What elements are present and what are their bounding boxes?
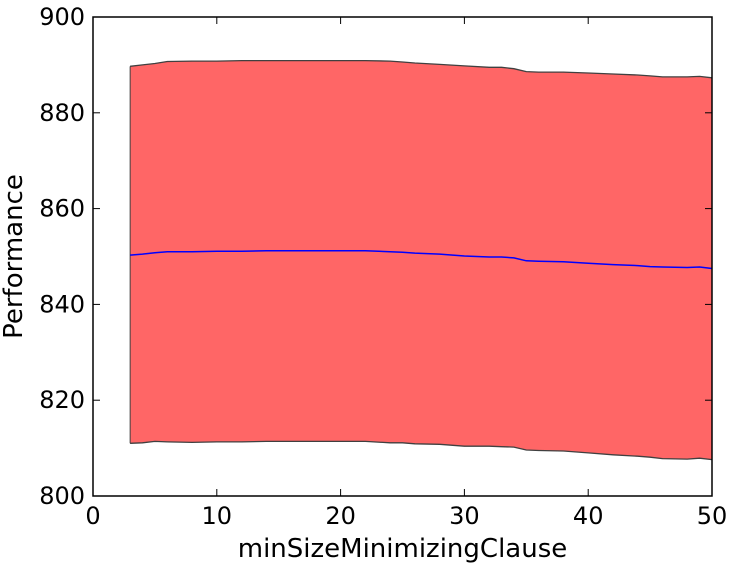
band-fill [130, 60, 713, 460]
y-tick-label: 840 [39, 290, 85, 318]
plot-frame [92, 16, 713, 497]
x-tick-label: 20 [325, 502, 356, 530]
y-axis-label: Performance [0, 174, 29, 339]
x-tick-label: 30 [449, 502, 480, 530]
y-tick-label: 900 [39, 3, 85, 31]
plot-area [129, 59, 713, 461]
x-tick-label: 0 [85, 502, 100, 530]
x-tick-label: 50 [697, 502, 728, 530]
y-tick-label: 860 [39, 195, 85, 223]
x-tick-label: 10 [202, 502, 233, 530]
x-tick-label: 40 [573, 502, 604, 530]
x-axis-label: minSizeMinimizingClause [238, 534, 568, 564]
y-tick-label: 880 [39, 99, 85, 127]
mean-line [130, 250, 713, 270]
y-tick-label: 820 [39, 386, 85, 414]
axis-ticks: 0 10 20 30 40 50 800 820 840 860 880 900 [39, 3, 727, 530]
y-tick-label: 800 [39, 482, 85, 510]
upper-bound-line [130, 59, 713, 79]
lower-bound-line [130, 440, 713, 461]
